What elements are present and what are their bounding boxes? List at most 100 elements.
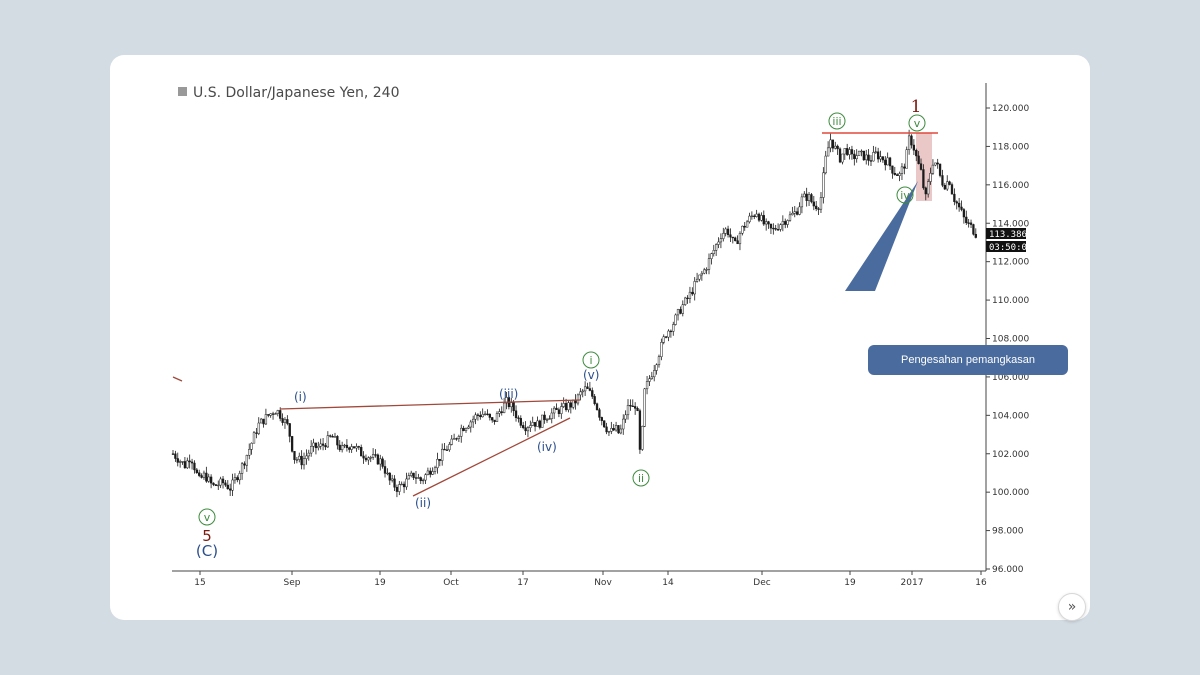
- candle-body: [207, 476, 210, 482]
- price-tick-label: 102.000: [992, 450, 1029, 460]
- candle-body: [781, 221, 784, 225]
- candle-body: [259, 418, 263, 424]
- wave-circle-i: [582, 351, 600, 369]
- candle-body: [907, 135, 911, 150]
- wave-label-iii-minor: (iii): [499, 387, 518, 401]
- candle-body: [788, 214, 792, 221]
- candle-body: [593, 396, 596, 404]
- candle-body: [862, 150, 865, 161]
- candle-body: [650, 376, 653, 379]
- chart-title: U.S. Dollar/Japanese Yen, 240: [193, 85, 399, 101]
- candle-body: [919, 163, 923, 170]
- candle-body: [795, 211, 799, 215]
- candle-body: [529, 425, 532, 428]
- candle-body: [452, 438, 456, 440]
- candle-body: [340, 445, 344, 451]
- candle-body: [269, 413, 272, 416]
- candle-body: [972, 224, 975, 235]
- wave-label-5: 5: [202, 527, 212, 545]
- time-tick-label: 15: [194, 578, 205, 588]
- candle-body: [903, 166, 906, 169]
- candle-body: [638, 410, 642, 450]
- time-tick-label: Oct: [443, 578, 459, 588]
- candle-body: [445, 449, 449, 451]
- candle-body: [443, 448, 446, 451]
- price-tick-label: 100.000: [992, 488, 1029, 498]
- candle-body: [791, 212, 794, 216]
- candle-body: [957, 202, 961, 208]
- time-tick-label: 2017: [901, 578, 924, 588]
- candle-body: [386, 472, 389, 475]
- candle-body: [936, 162, 939, 165]
- price-tick-label: 114.000: [992, 219, 1029, 229]
- candle-body: [226, 484, 229, 490]
- candle-body: [483, 413, 487, 415]
- candle-body: [531, 422, 534, 426]
- candle-body: [743, 225, 746, 228]
- price-tick-label: 98.000: [992, 527, 1024, 537]
- last-price-tag: [986, 228, 1026, 239]
- candle-body: [221, 478, 225, 484]
- candle-body: [941, 175, 944, 186]
- candle-body: [295, 459, 299, 461]
- candle-body: [498, 411, 501, 414]
- candle-body: [350, 446, 353, 450]
- candle-body: [714, 244, 718, 251]
- candle-body: [395, 486, 399, 492]
- candle-body: [734, 237, 737, 241]
- candle-body: [569, 402, 572, 408]
- candle-body: [374, 454, 377, 456]
- candle-body: [745, 221, 749, 228]
- candle-body: [669, 330, 673, 333]
- candle-body: [710, 253, 713, 259]
- candle-body: [240, 463, 244, 474]
- candle-body: [679, 309, 682, 314]
- candle-body: [250, 442, 253, 450]
- wave-label-iv-minute: iv: [900, 189, 910, 202]
- price-tick-label: 96.000: [992, 565, 1024, 575]
- candle-body: [874, 151, 877, 153]
- candle-body: [414, 477, 418, 479]
- price-tick-label: 106.000: [992, 373, 1029, 383]
- candles: [171, 129, 977, 498]
- candle-body: [776, 229, 780, 231]
- upper-trendline: [279, 399, 581, 410]
- time-tick-label: 19: [374, 578, 386, 588]
- wave-label-v-start: v: [204, 511, 211, 524]
- candle-body: [636, 408, 639, 411]
- candle-body: [600, 417, 603, 421]
- candle-body: [550, 412, 553, 419]
- candle-body: [524, 427, 527, 432]
- candle-body: [631, 405, 634, 408]
- lower-trendline: [412, 417, 571, 497]
- candle-body: [805, 193, 808, 201]
- candle-body: [841, 153, 844, 163]
- candle-body: [564, 403, 568, 411]
- last-price-value: 113.386: [989, 230, 1027, 240]
- candle-body: [779, 224, 782, 230]
- candle-body: [202, 472, 206, 478]
- candle-body: [707, 258, 711, 270]
- candle-body: [472, 418, 475, 423]
- scroll-to-latest-button[interactable]: »: [1058, 593, 1086, 621]
- candle-body: [674, 314, 677, 325]
- candle-body: [505, 397, 508, 404]
- candle-body: [379, 458, 382, 465]
- candle-body: [271, 413, 275, 415]
- candle-body: [307, 452, 310, 457]
- candle-body: [467, 426, 470, 429]
- candle-body: [512, 402, 515, 412]
- candle-body: [224, 482, 227, 486]
- wave-circle-ii: [632, 469, 650, 487]
- candle-body: [474, 414, 477, 420]
- candle-body: [338, 444, 341, 451]
- candle-body: [762, 215, 765, 225]
- candle-body: [703, 269, 706, 274]
- candle-body: [688, 291, 692, 299]
- candle-body: [405, 478, 408, 488]
- candle-body: [331, 436, 334, 438]
- candle-body: [595, 403, 599, 410]
- wave-v-highlight-zone: [916, 133, 932, 201]
- time-tick-label: 17: [517, 578, 528, 588]
- candle-body: [326, 435, 329, 448]
